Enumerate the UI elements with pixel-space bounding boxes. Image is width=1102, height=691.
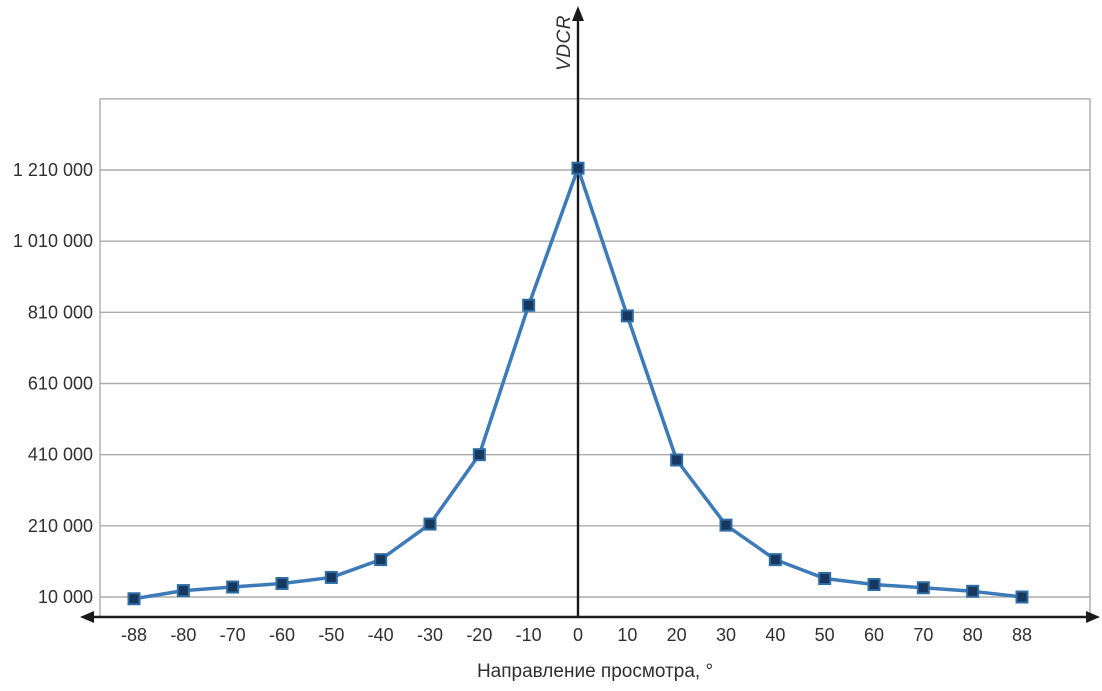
x-tick-label: -70 — [220, 625, 246, 645]
data-marker — [423, 517, 437, 531]
x-tick-label: -20 — [466, 625, 492, 645]
x-tick-label: -88 — [121, 625, 147, 645]
data-marker — [275, 576, 289, 590]
data-marker — [867, 578, 881, 592]
y-axis-arrow-top — [572, 6, 584, 21]
y-tick-label: 810 000 — [28, 302, 93, 322]
x-axis-title: Направление просмотра, ° — [476, 661, 714, 682]
x-axis-arrow-left — [80, 611, 94, 623]
data-marker — [472, 448, 486, 462]
x-tick-label: 0 — [573, 625, 583, 645]
data-marker — [719, 518, 733, 532]
x-tick-label: -50 — [318, 625, 344, 645]
data-marker — [818, 571, 832, 585]
x-tick-label: -30 — [417, 625, 443, 645]
y-tick-label: 1 210 000 — [13, 160, 93, 180]
x-tick-label: -60 — [269, 625, 295, 645]
y-tick-label: 210 000 — [28, 516, 93, 536]
x-tick-label: 60 — [864, 625, 884, 645]
x-tick-label: -80 — [170, 625, 196, 645]
y-tick-label: 610 000 — [28, 374, 93, 394]
x-tick-label: 40 — [765, 625, 785, 645]
x-tick-label: 70 — [913, 625, 933, 645]
data-marker — [522, 298, 536, 312]
x-tick-label: 80 — [963, 625, 983, 645]
data-marker — [176, 584, 190, 598]
data-marker — [966, 584, 980, 598]
x-tick-label: 88 — [1012, 625, 1032, 645]
x-tick-label: 30 — [716, 625, 736, 645]
data-marker — [670, 453, 684, 467]
data-marker — [620, 309, 634, 323]
data-marker — [916, 581, 930, 595]
data-marker — [768, 553, 782, 567]
data-marker — [1015, 590, 1029, 604]
data-marker — [127, 592, 141, 606]
x-tick-label: 50 — [815, 625, 835, 645]
x-tick-label: -40 — [368, 625, 394, 645]
data-marker — [571, 161, 585, 175]
y-axis-title: VDCR — [554, 15, 575, 71]
y-tick-label: 410 000 — [28, 445, 93, 465]
data-marker — [226, 580, 240, 594]
x-tick-label: 20 — [667, 625, 687, 645]
x-tick-label: -10 — [516, 625, 542, 645]
y-tick-label: 10 000 — [38, 587, 93, 607]
x-tick-label: 10 — [617, 625, 637, 645]
y-tick-label: 1 010 000 — [13, 231, 93, 251]
x-axis-arrow-right — [1086, 611, 1100, 623]
data-marker — [374, 553, 388, 567]
data-marker — [324, 570, 338, 584]
